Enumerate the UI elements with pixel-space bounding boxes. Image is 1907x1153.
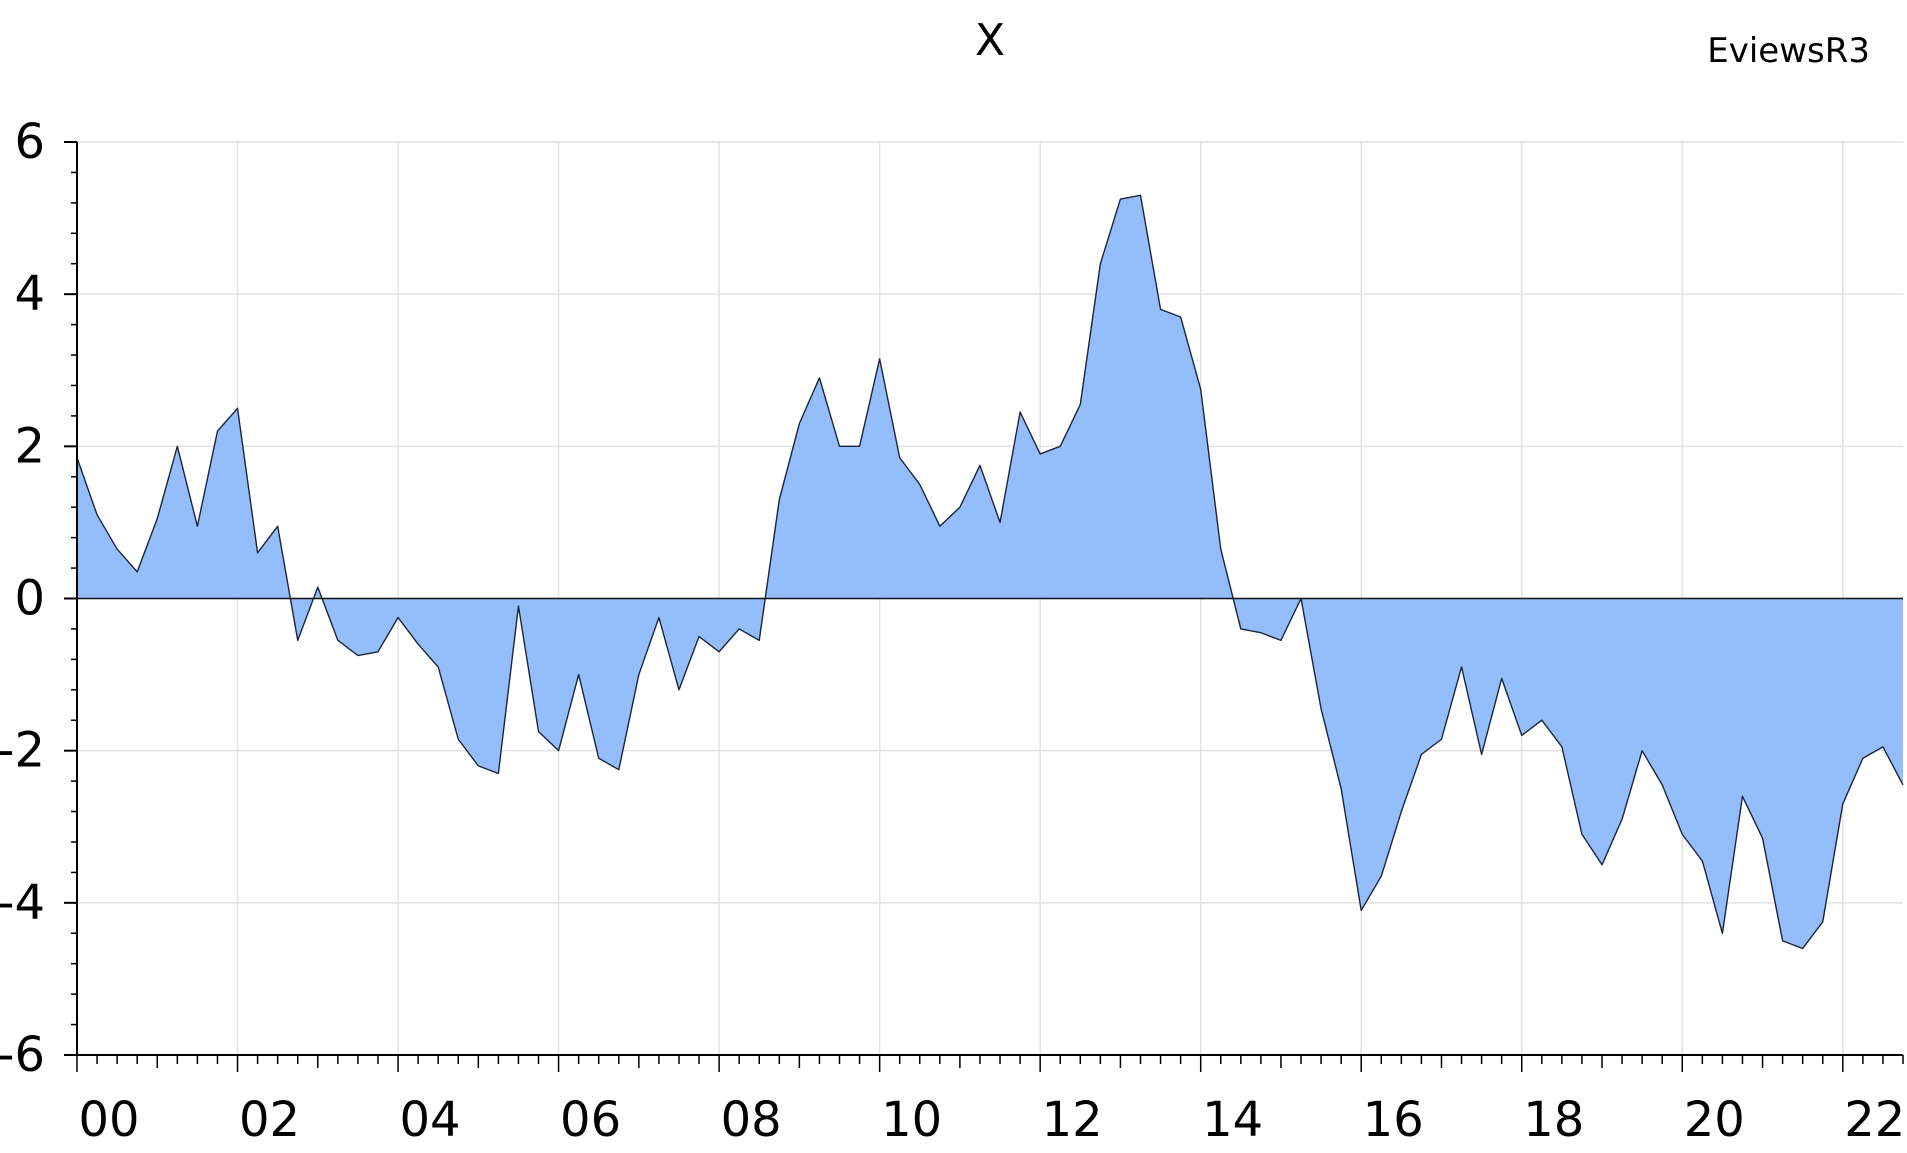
x-tick-label: 08 — [721, 1092, 782, 1148]
y-tick-label: 6 — [14, 114, 45, 170]
y-tick-label: -6 — [0, 1027, 45, 1083]
x-tick-label: 04 — [400, 1092, 461, 1148]
y-tick-label: 0 — [14, 571, 45, 627]
x-tick-label: 02 — [239, 1092, 300, 1148]
x-tick-label: 22 — [1844, 1092, 1905, 1148]
x-tick-label: 10 — [881, 1092, 942, 1148]
watermark-label: EviewsR3 — [1707, 31, 1870, 71]
y-tick-label: 4 — [14, 266, 45, 322]
x-tick-label: 20 — [1684, 1092, 1745, 1148]
series-area-group — [76, 194, 1904, 950]
x-tick-label: 06 — [560, 1092, 621, 1148]
y-tick-label: 2 — [14, 418, 45, 474]
axes — [64, 141, 1904, 1072]
chart-title: X — [975, 15, 1005, 66]
y-tick-label: -4 — [0, 875, 45, 931]
x-tick-label: 16 — [1363, 1092, 1424, 1148]
series-line — [76, 194, 1904, 950]
y-tick-label: -2 — [0, 723, 45, 779]
x-tick-label: 18 — [1523, 1092, 1584, 1148]
x-tick-label: 14 — [1202, 1092, 1263, 1148]
x-tick-label: 12 — [1042, 1092, 1103, 1148]
x-tick-label: 00 — [78, 1092, 139, 1148]
series-area-fill — [77, 195, 1903, 949]
